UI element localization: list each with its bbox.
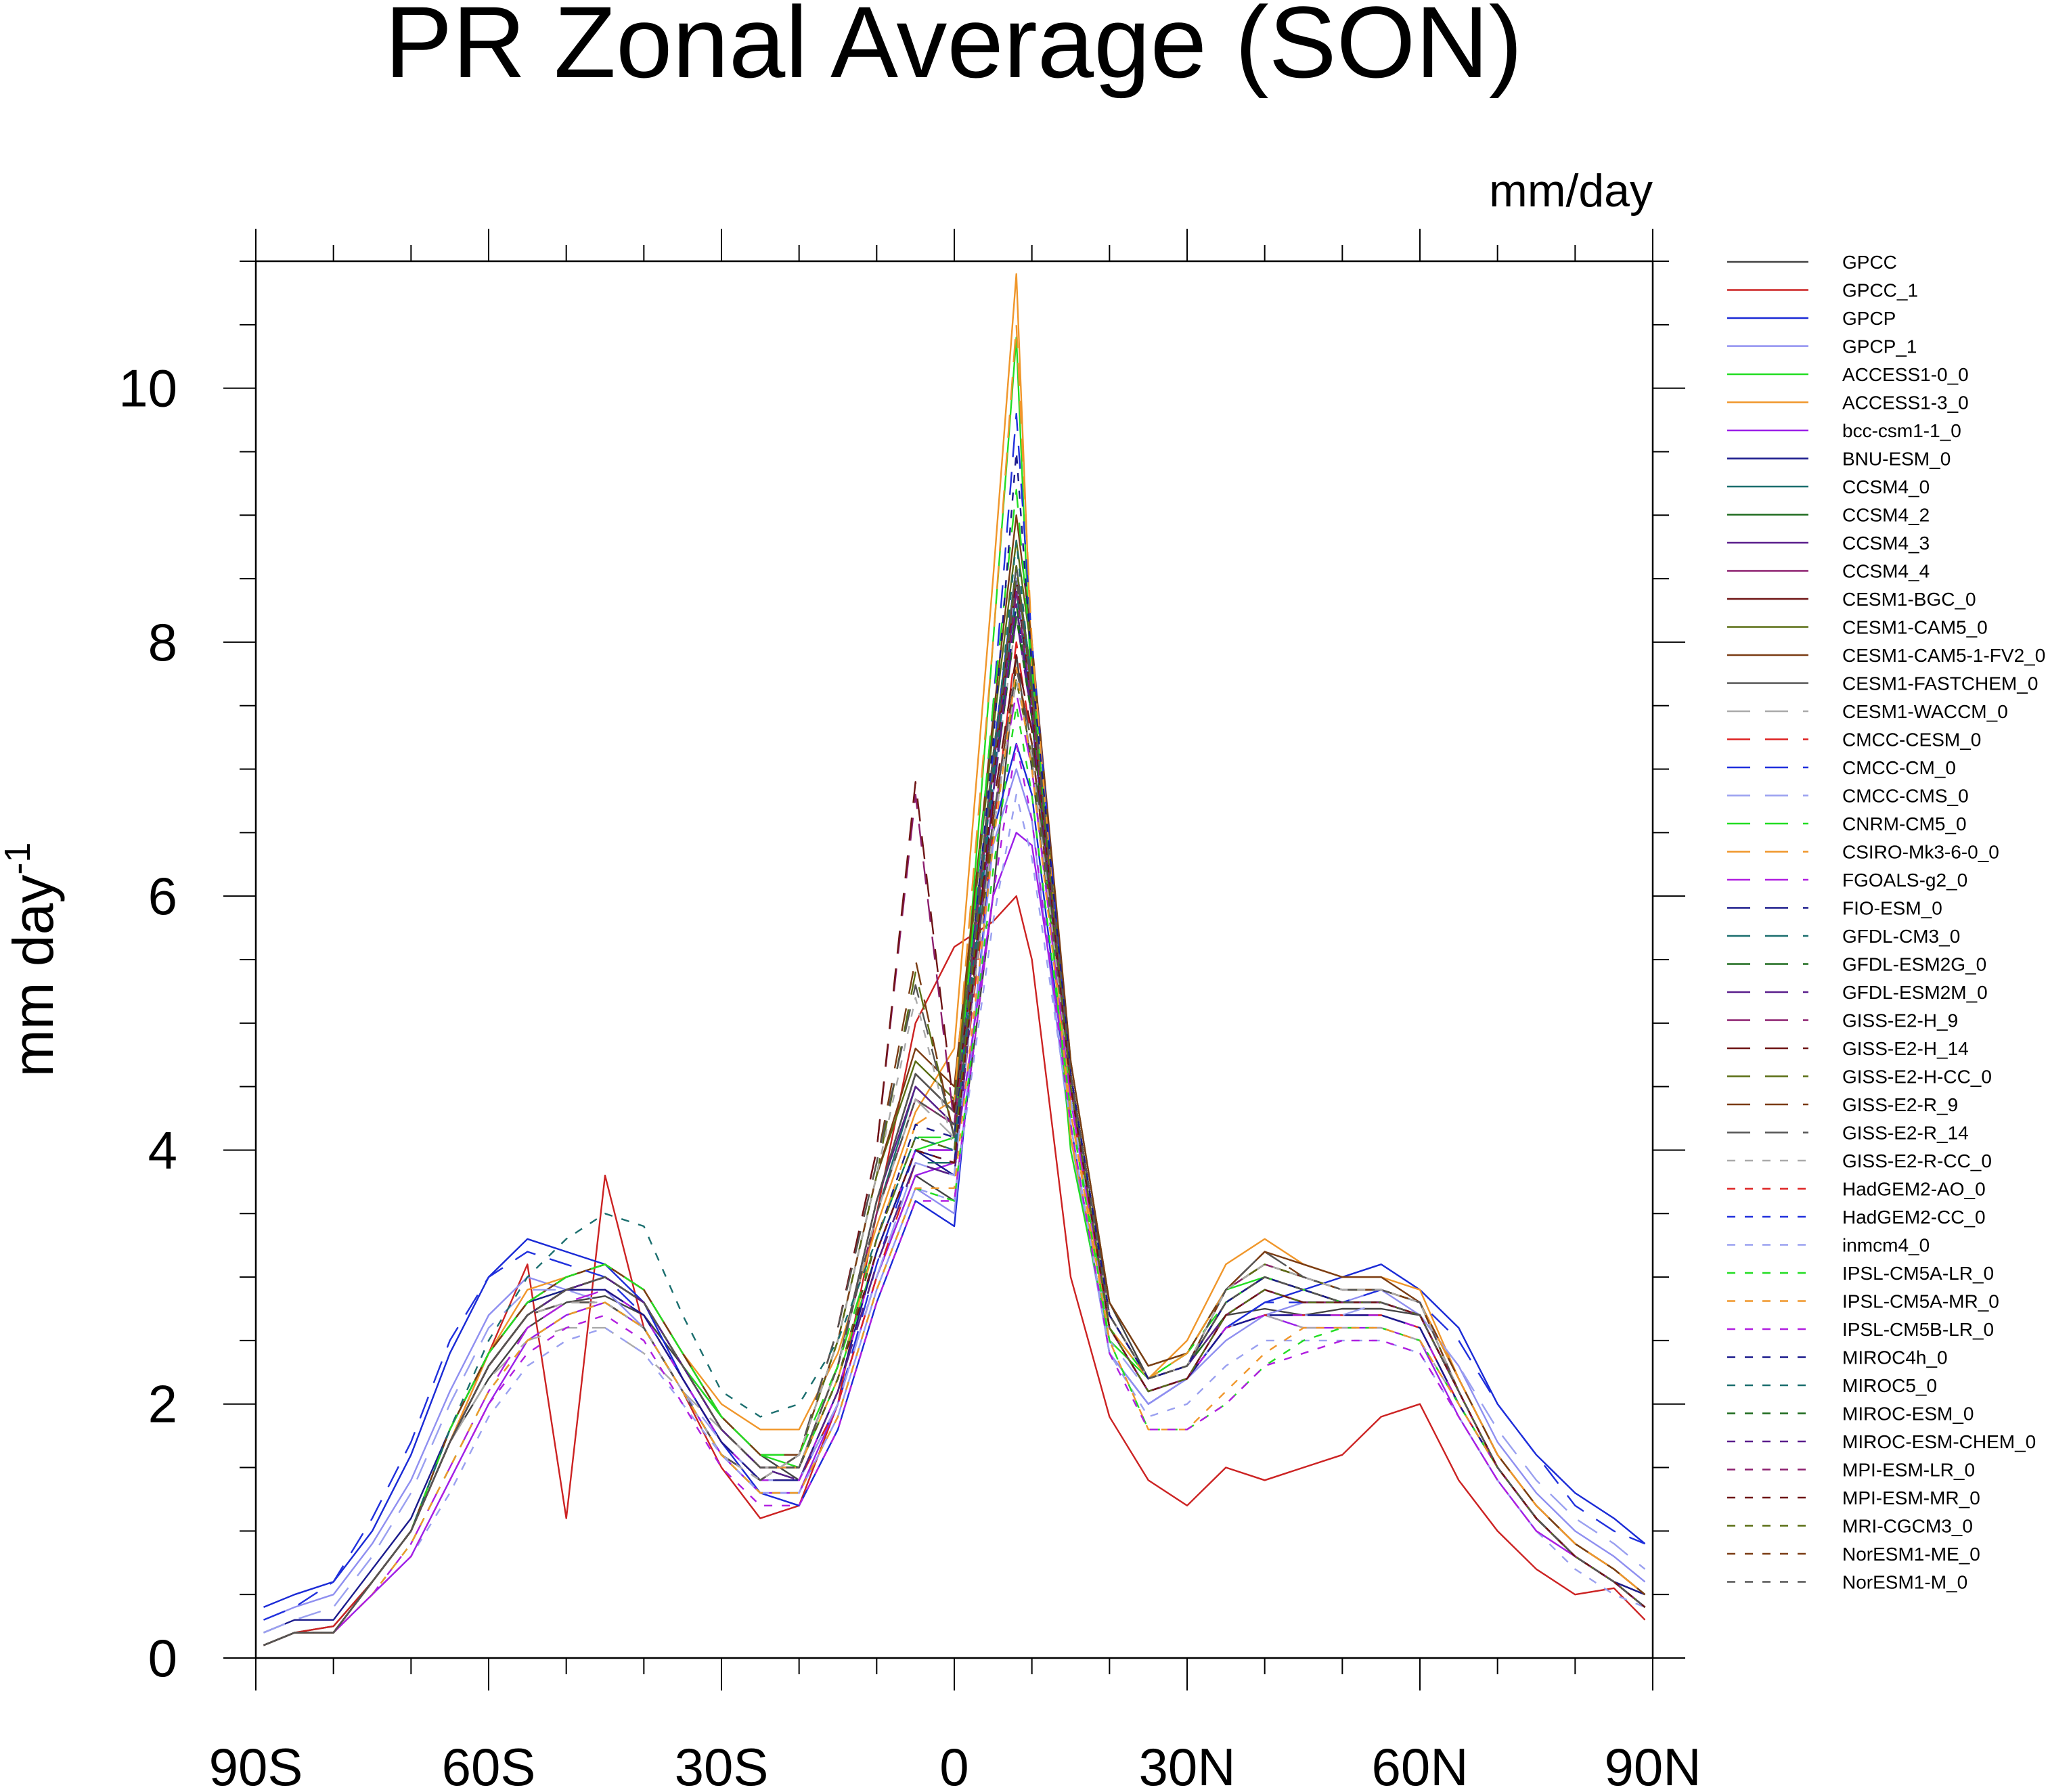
legend-label: CESM1-WACCM_0 xyxy=(1842,701,2008,722)
legend-label: CESM1-CAM5-1-FV2_0 xyxy=(1842,645,2045,666)
legend-label: GPCC_1 xyxy=(1842,280,1918,301)
series-line-1 xyxy=(263,895,1646,1647)
series-line-38 xyxy=(263,742,1646,1647)
y-tick-label: 0 xyxy=(148,1628,177,1688)
legend-label: MIROC5_0 xyxy=(1842,1375,1937,1396)
legend-label: GISS-E2-H_14 xyxy=(1842,1038,1969,1059)
series-line-40 xyxy=(263,539,1646,1647)
legend-label: GFDL-ESM2M_0 xyxy=(1842,982,1988,1003)
plot-axes: 0 2 4 6 8 10 90S 60S 30S 0 30N 60N 90N xyxy=(118,229,1701,1792)
series-line-4 xyxy=(263,336,1646,1647)
legend-label: GISS-E2-R-CC_0 xyxy=(1842,1150,1992,1171)
legend-label: CCSM4_0 xyxy=(1842,476,1930,497)
legend-label: GISS-E2-R_14 xyxy=(1842,1123,1969,1144)
chart-title: PR Zonal Average (SON) xyxy=(384,0,1522,99)
y-axis-title: mm day-1 xyxy=(0,843,65,1077)
legend-label: MIROC-ESM_0 xyxy=(1842,1404,1974,1425)
legend-label: MIROC4h_0 xyxy=(1842,1347,1948,1368)
legend-label: HadGEM2-CC_0 xyxy=(1842,1207,1986,1228)
legend: GPCC GPCC_1 GPCP GPCP_1 ACCESS1-0_0 ACCESS1-3… xyxy=(1727,252,2045,1593)
x-tick-label: 60N xyxy=(1371,1737,1468,1792)
legend-label: MPI-ESM-LR_0 xyxy=(1842,1460,1975,1481)
y-tick-label: 4 xyxy=(148,1120,177,1180)
series-line-6 xyxy=(263,832,1646,1647)
legend-label: FGOALS-g2_0 xyxy=(1842,870,1967,891)
plot-area xyxy=(263,273,1646,1647)
x-tick-label: 90N xyxy=(1604,1737,1701,1792)
legend-label: GISS-E2-H_9 xyxy=(1842,1010,1958,1031)
legend-label: MIROC-ESM-CHEM_0 xyxy=(1842,1431,2036,1452)
legend-label: GISS-E2-R_9 xyxy=(1842,1094,1958,1115)
y-tick-label: 2 xyxy=(148,1374,177,1434)
legend-label: NorESM1-ME_0 xyxy=(1842,1544,1980,1565)
legend-label: bcc-csm1-1_0 xyxy=(1842,420,1961,441)
legend-label: NorESM1-M_0 xyxy=(1842,1572,1967,1593)
y-tick-label: 10 xyxy=(118,359,177,418)
series-line-0 xyxy=(263,654,1645,1647)
legend-label: GPCP_1 xyxy=(1842,336,1917,357)
y-axis-title-main: mm day xyxy=(1,875,65,1077)
legend-label: CMCC-CM_0 xyxy=(1842,757,1956,778)
legend-label: IPSL-CM5B-LR_0 xyxy=(1842,1319,1994,1340)
x-tick-label: 0 xyxy=(939,1737,968,1792)
legend-label: ACCESS1-3_0 xyxy=(1842,393,1969,413)
x-tick-label: 30N xyxy=(1138,1737,1235,1792)
legend-label: IPSL-CM5A-MR_0 xyxy=(1842,1291,1999,1312)
legend-label: CSIRO-Mk3-6-0_0 xyxy=(1842,842,1999,863)
series-line-21 xyxy=(263,323,1646,1647)
series-line-47 xyxy=(263,577,1646,1647)
legend-label: CCSM4_2 xyxy=(1842,505,1930,526)
x-tick-label: 60S xyxy=(442,1737,536,1792)
y-axis-title-exponent: -1 xyxy=(0,843,38,875)
legend-label: GFDL-CM3_0 xyxy=(1842,926,1960,947)
legend-label: CCSM4_4 xyxy=(1842,561,1930,582)
legend-label: CESM1-CAM5_0 xyxy=(1842,617,1988,638)
legend-label: CMCC-CESM_0 xyxy=(1842,730,1981,751)
legend-label: ACCESS1-0_0 xyxy=(1842,364,1969,385)
legend-label: GFDL-ESM2G_0 xyxy=(1842,954,1986,975)
series-line-5 xyxy=(263,273,1646,1647)
legend-label: CNRM-CM5_0 xyxy=(1842,813,1967,834)
legend-label: CESM1-BGC_0 xyxy=(1842,589,1976,610)
legend-label: MPI-ESM-MR_0 xyxy=(1842,1487,1980,1508)
x-tick-label: 30S xyxy=(675,1737,769,1792)
series-line-14 xyxy=(263,514,1646,1647)
legend-label: CMCC-CMS_0 xyxy=(1842,786,1969,807)
legend-label: BNU-ESM_0 xyxy=(1842,449,1951,470)
series-line-35 xyxy=(263,793,1645,1647)
legend-label: GISS-E2-H-CC_0 xyxy=(1842,1067,1992,1088)
legend-label: FIO-ESM_0 xyxy=(1842,898,1942,919)
legend-label: HadGEM2-AO_0 xyxy=(1842,1179,1986,1200)
legend-label: CCSM4_3 xyxy=(1842,533,1930,554)
series-line-20 xyxy=(263,489,1646,1647)
y-tick-label: 6 xyxy=(148,866,177,926)
series-line-37 xyxy=(263,667,1646,1647)
x-tick-label: 90S xyxy=(209,1737,303,1792)
legend-label: MRI-CGCM3_0 xyxy=(1842,1516,1973,1537)
legend-label: GPCC xyxy=(1842,252,1897,273)
units-label: mm/day xyxy=(1489,165,1653,217)
legend-label: GPCP xyxy=(1842,308,1896,329)
legend-label: IPSL-CM5A-LR_0 xyxy=(1842,1263,1994,1284)
legend-label: inmcm4_0 xyxy=(1842,1235,1930,1256)
legend-label: CESM1-FASTCHEM_0 xyxy=(1842,673,2038,694)
series-line-13 xyxy=(263,539,1646,1647)
y-tick-label: 8 xyxy=(148,612,177,672)
